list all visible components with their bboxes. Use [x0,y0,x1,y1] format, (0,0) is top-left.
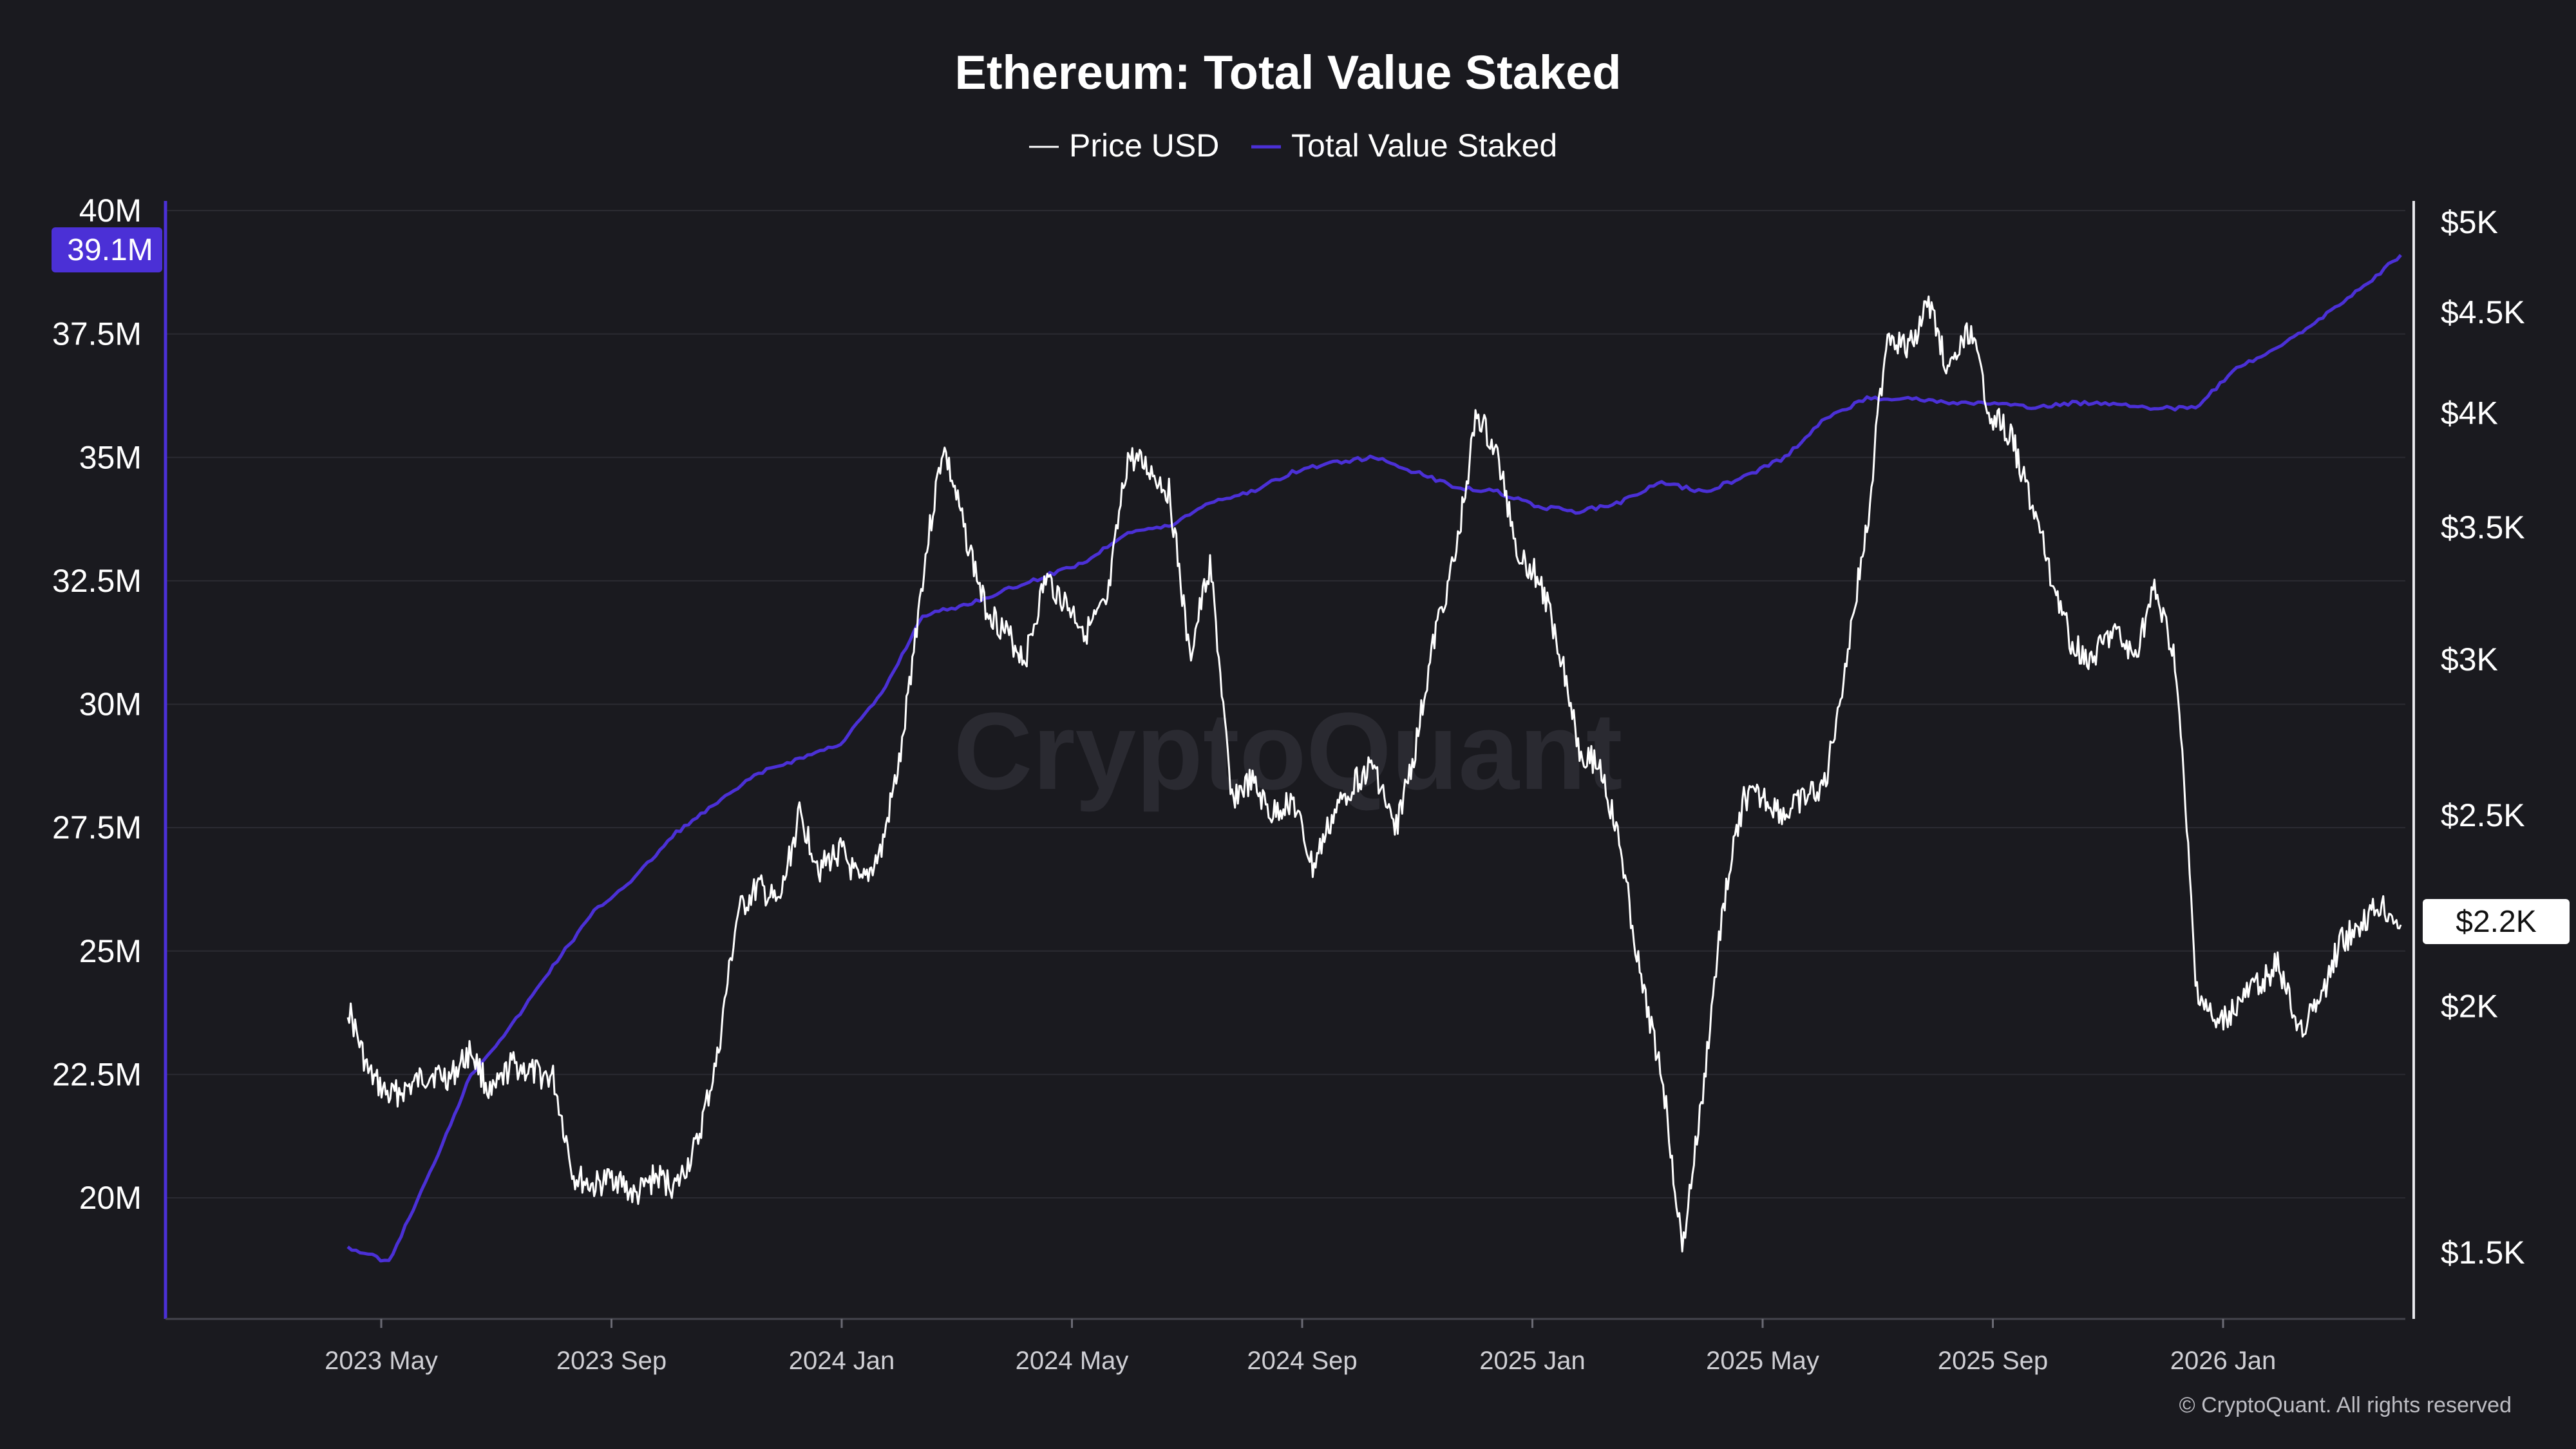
x-axis-tick-label: 2025 Jan [1479,1347,1586,1375]
badge-price-bg [2423,899,2570,944]
right-axis-tick-label: $4.5K [2441,294,2525,330]
x-axis-tick-label: 2024 Sep [1247,1347,1357,1375]
right-axis-tick-label: $2K [2441,989,2498,1025]
x-axis-tick-label: 2024 Jan [789,1347,895,1375]
legend-label-staked[interactable]: Total Value Staked [1291,128,1557,164]
x-axis-tick-label: 2023 Sep [556,1347,667,1375]
right-axis-ticks: $1.5K $2K $2.5K $3K $3.5K $4K $4.5K $5K [2441,204,2525,1271]
copyright-text: © CryptoQuant. All rights reserved [2179,1393,2512,1417]
right-axis-tick-label: $2.5K [2441,797,2525,833]
x-axis-tick-label: 2025 May [1706,1347,1819,1375]
left-axis-tick-label: 40M [79,193,142,229]
badge-price-text: $2.2K [2456,905,2536,939]
x-axis-tick-label: 2023 May [325,1347,438,1375]
badge-staked-text: 39.1M [67,233,153,267]
right-axis-tick-label: $1.5K [2441,1235,2525,1271]
x-axis-ticks: 2023 May 2023 Sep 2024 Jan 2024 May 2024 Sep… [325,1319,2276,1375]
left-axis-tick-label: 35M [79,439,142,475]
watermark: CryptoQuant [954,690,1623,813]
chart-title: Ethereum: Total Value Staked [955,46,1622,99]
series-line-price-usd [346,295,2402,1253]
left-axis-tick-label: 30M [79,687,142,723]
right-axis-tick-label: $5K [2441,204,2498,240]
x-axis-tick-label: 2024 May [1016,1347,1129,1375]
badge-staked-latest: 39.1M [52,227,162,272]
x-axis-tick-label: 2025 Sep [1938,1347,2048,1375]
left-axis-tick-label: 37.5M [52,316,142,352]
legend-label-price[interactable]: Price USD [1069,128,1219,164]
left-axis-tick-label: 25M [79,933,142,969]
series-line-total-value-staked [346,254,2402,1263]
left-axis-tick-label: 22.5M [52,1056,142,1092]
x-axis-tick-label: 2026 Jan [2170,1347,2277,1375]
right-axis-tick-label: $4K [2441,395,2498,431]
left-axis-ticks: 20M 22.5M 25M 27.5M 30M 32.5M 35M 37.5M 40M [52,193,142,1216]
right-axis-tick-label: $3K [2441,641,2498,677]
grid [166,210,2405,1198]
badge-staked-bg [52,227,162,272]
left-axis-tick-label: 20M [79,1180,142,1216]
left-axis-tick-label: 32.5M [52,563,142,599]
left-axis-tick-label: 27.5M [52,810,142,846]
right-axis-tick-label: $3.5K [2441,509,2525,545]
legend: Price USD Total Value Staked [1029,128,1557,164]
badge-price-latest: $2.2K [2423,899,2570,944]
